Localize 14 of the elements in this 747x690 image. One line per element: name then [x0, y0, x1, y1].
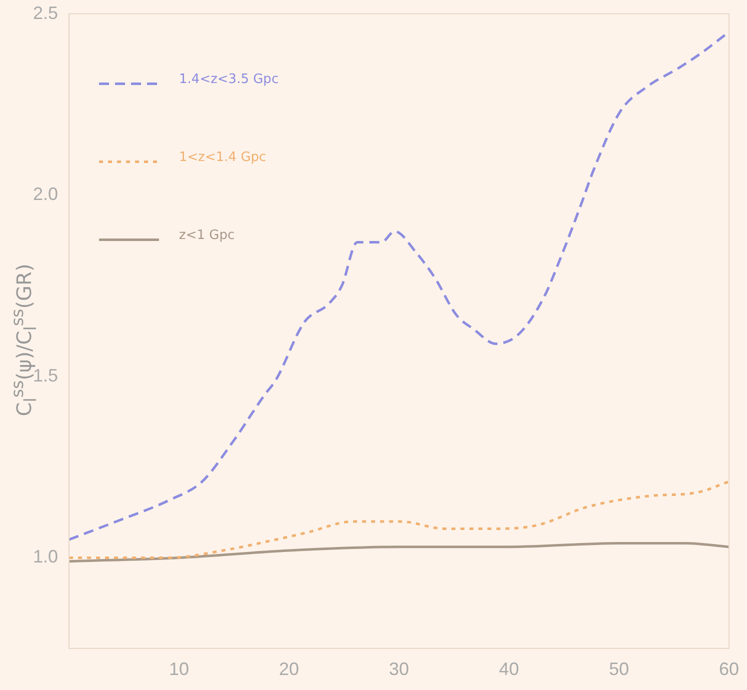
legend-label: z<1 Gpc	[179, 228, 235, 244]
x-tick-label: 10	[169, 659, 190, 680]
x-tick-label: 30	[388, 659, 410, 680]
legend-label: 1.4<z<3.5 Gpc	[179, 72, 279, 88]
line-series	[69, 480, 729, 559]
y-tick-label: 1.0	[32, 546, 58, 567]
y-tick-label: 2.0	[32, 184, 58, 204]
legend-label: 1<z<1.4 Gpc	[179, 150, 266, 166]
x-tick-label: 60	[718, 659, 740, 680]
x-tick-label: 40	[498, 659, 520, 680]
x-tick-label: 20	[279, 659, 300, 680]
x-tick-label: 50	[608, 659, 630, 680]
line-series	[69, 542, 729, 563]
y-tick-label: 2.5	[32, 2, 58, 23]
